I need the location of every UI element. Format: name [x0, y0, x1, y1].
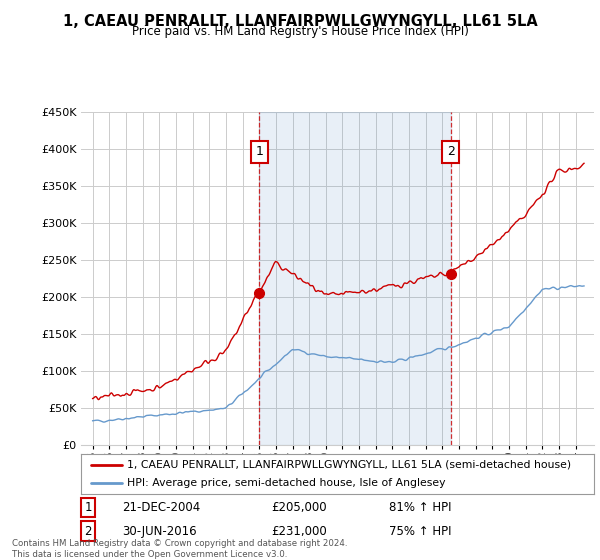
Text: Price paid vs. HM Land Registry's House Price Index (HPI): Price paid vs. HM Land Registry's House … — [131, 25, 469, 38]
Text: 2: 2 — [85, 525, 92, 538]
Text: 1: 1 — [85, 501, 92, 514]
Text: HPI: Average price, semi-detached house, Isle of Anglesey: HPI: Average price, semi-detached house,… — [127, 478, 446, 488]
Text: 1, CAEAU PENRALLT, LLANFAIRPWLLGWYNGYLL, LL61 5LA (semi-detached house): 1, CAEAU PENRALLT, LLANFAIRPWLLGWYNGYLL,… — [127, 460, 571, 470]
Text: 30-JUN-2016: 30-JUN-2016 — [122, 525, 197, 538]
Text: 81% ↑ HPI: 81% ↑ HPI — [389, 501, 451, 514]
Text: 21-DEC-2004: 21-DEC-2004 — [122, 501, 200, 514]
Text: £205,000: £205,000 — [271, 501, 326, 514]
Text: 75% ↑ HPI: 75% ↑ HPI — [389, 525, 451, 538]
Text: 2: 2 — [447, 146, 455, 158]
Text: £231,000: £231,000 — [271, 525, 326, 538]
Text: 1, CAEAU PENRALLT, LLANFAIRPWLLGWYNGYLL, LL61 5LA: 1, CAEAU PENRALLT, LLANFAIRPWLLGWYNGYLL,… — [62, 14, 538, 29]
Text: 1: 1 — [255, 146, 263, 158]
Text: Contains HM Land Registry data © Crown copyright and database right 2024.
This d: Contains HM Land Registry data © Crown c… — [12, 539, 347, 559]
Bar — [259, 112, 451, 445]
